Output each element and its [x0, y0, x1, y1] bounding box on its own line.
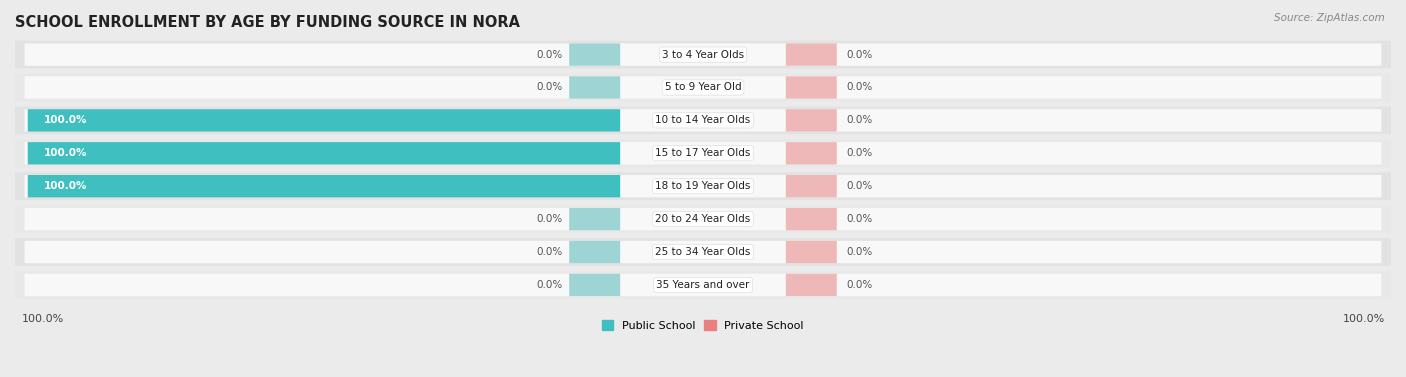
Text: 0.0%: 0.0%: [537, 49, 562, 60]
FancyBboxPatch shape: [569, 76, 620, 99]
FancyBboxPatch shape: [569, 208, 620, 230]
FancyBboxPatch shape: [15, 205, 1391, 233]
Text: 100.0%: 100.0%: [21, 314, 63, 324]
Legend: Public School, Private School: Public School, Private School: [598, 316, 808, 335]
Text: 25 to 34 Year Olds: 25 to 34 Year Olds: [655, 247, 751, 257]
Text: 3 to 4 Year Olds: 3 to 4 Year Olds: [662, 49, 744, 60]
FancyBboxPatch shape: [15, 172, 1391, 200]
FancyBboxPatch shape: [786, 142, 837, 164]
FancyBboxPatch shape: [24, 241, 1382, 263]
Text: Source: ZipAtlas.com: Source: ZipAtlas.com: [1274, 13, 1385, 23]
FancyBboxPatch shape: [786, 208, 837, 230]
Text: 20 to 24 Year Olds: 20 to 24 Year Olds: [655, 214, 751, 224]
Text: 18 to 19 Year Olds: 18 to 19 Year Olds: [655, 181, 751, 191]
Text: 5 to 9 Year Old: 5 to 9 Year Old: [665, 83, 741, 92]
FancyBboxPatch shape: [28, 142, 620, 164]
FancyBboxPatch shape: [15, 238, 1391, 266]
FancyBboxPatch shape: [569, 241, 620, 263]
FancyBboxPatch shape: [569, 43, 620, 66]
FancyBboxPatch shape: [28, 109, 620, 132]
Text: 15 to 17 Year Olds: 15 to 17 Year Olds: [655, 148, 751, 158]
FancyBboxPatch shape: [786, 175, 837, 198]
Text: 0.0%: 0.0%: [846, 49, 873, 60]
FancyBboxPatch shape: [15, 271, 1391, 299]
FancyBboxPatch shape: [15, 41, 1391, 68]
FancyBboxPatch shape: [28, 175, 620, 198]
Text: 0.0%: 0.0%: [537, 83, 562, 92]
FancyBboxPatch shape: [24, 109, 1382, 132]
Text: 0.0%: 0.0%: [846, 280, 873, 290]
FancyBboxPatch shape: [24, 175, 1382, 198]
Text: 100.0%: 100.0%: [44, 181, 87, 191]
Text: 10 to 14 Year Olds: 10 to 14 Year Olds: [655, 115, 751, 126]
FancyBboxPatch shape: [786, 43, 837, 66]
FancyBboxPatch shape: [15, 107, 1391, 134]
Text: 0.0%: 0.0%: [846, 115, 873, 126]
Text: 0.0%: 0.0%: [846, 214, 873, 224]
Text: 0.0%: 0.0%: [846, 181, 873, 191]
Text: 0.0%: 0.0%: [537, 214, 562, 224]
Text: 35 Years and over: 35 Years and over: [657, 280, 749, 290]
FancyBboxPatch shape: [569, 274, 620, 296]
FancyBboxPatch shape: [24, 76, 1382, 99]
FancyBboxPatch shape: [24, 142, 1382, 164]
FancyBboxPatch shape: [786, 109, 837, 132]
Text: 0.0%: 0.0%: [846, 247, 873, 257]
FancyBboxPatch shape: [15, 74, 1391, 101]
Text: 0.0%: 0.0%: [846, 148, 873, 158]
Text: 0.0%: 0.0%: [537, 247, 562, 257]
FancyBboxPatch shape: [786, 76, 837, 99]
Text: 0.0%: 0.0%: [846, 83, 873, 92]
FancyBboxPatch shape: [24, 208, 1382, 230]
FancyBboxPatch shape: [786, 274, 837, 296]
FancyBboxPatch shape: [15, 139, 1391, 167]
Text: 100.0%: 100.0%: [44, 115, 87, 126]
FancyBboxPatch shape: [786, 241, 837, 263]
Text: 100.0%: 100.0%: [1343, 314, 1385, 324]
FancyBboxPatch shape: [24, 43, 1382, 66]
FancyBboxPatch shape: [24, 274, 1382, 296]
Text: SCHOOL ENROLLMENT BY AGE BY FUNDING SOURCE IN NORA: SCHOOL ENROLLMENT BY AGE BY FUNDING SOUR…: [15, 15, 520, 30]
Text: 100.0%: 100.0%: [44, 148, 87, 158]
Text: 0.0%: 0.0%: [537, 280, 562, 290]
